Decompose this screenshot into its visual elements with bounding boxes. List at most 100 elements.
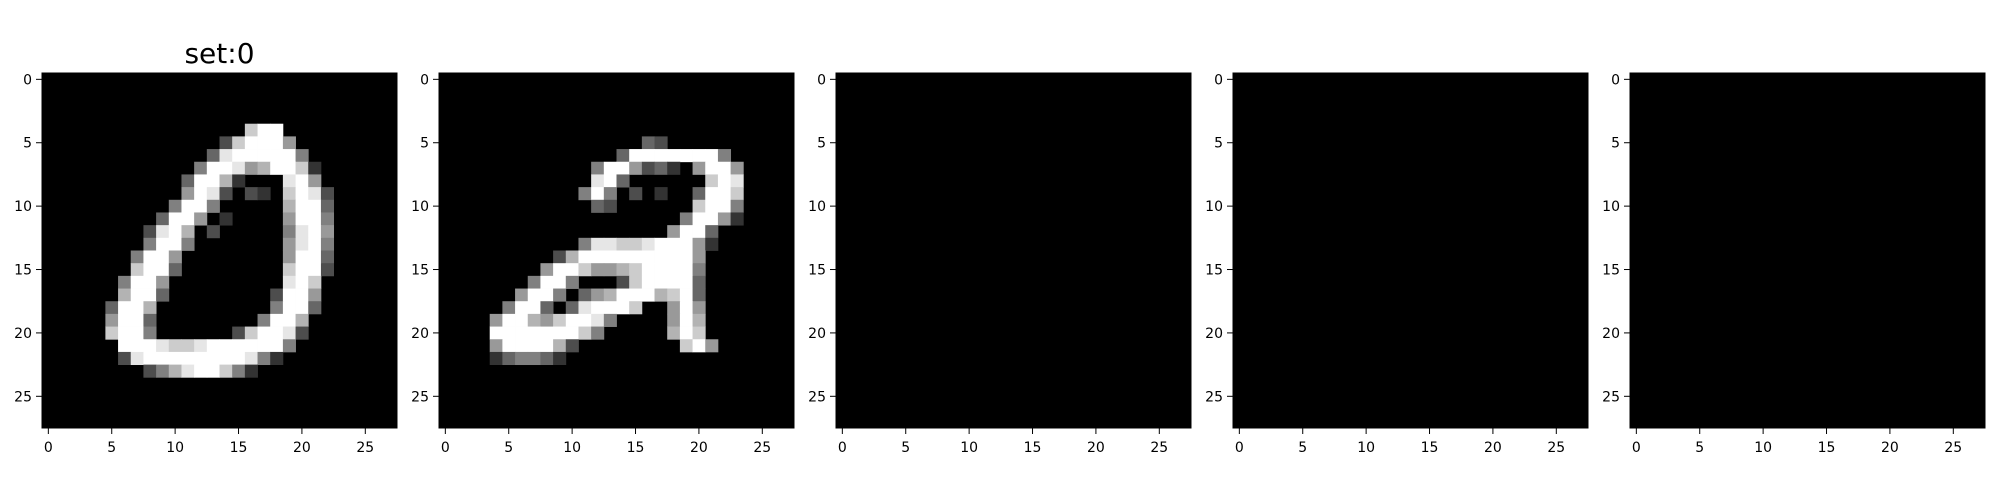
- pixel: [118, 275, 132, 289]
- pixel: [308, 212, 322, 226]
- pixel: [194, 161, 208, 175]
- pixel: [679, 225, 693, 239]
- pixel: [540, 339, 554, 353]
- pixel: [130, 250, 144, 264]
- pixel: [591, 199, 605, 213]
- pixel: [295, 187, 309, 201]
- pixel: [282, 136, 296, 150]
- pixel: [705, 199, 719, 213]
- pixel: [219, 149, 233, 163]
- pixel: [654, 187, 668, 201]
- pixel: [540, 288, 554, 302]
- pixel: [194, 174, 208, 188]
- pixel: [692, 199, 706, 213]
- x-tick-label: 20: [293, 440, 311, 456]
- pixel: [603, 174, 617, 188]
- pixel: [591, 174, 605, 188]
- pixel: [156, 212, 170, 226]
- pixel: [244, 149, 258, 163]
- pixel: [320, 187, 335, 201]
- pixel: [232, 351, 246, 366]
- x-tick-label: 20: [1087, 440, 1105, 456]
- pixel: [629, 237, 643, 251]
- pixel: [270, 339, 284, 353]
- pixel: [679, 275, 693, 289]
- x-tick-label: 10: [960, 440, 978, 456]
- pixel: [692, 161, 706, 175]
- pixel: [244, 326, 258, 340]
- pixel: [717, 149, 732, 163]
- pixel: [667, 326, 681, 340]
- pixel: [295, 161, 309, 175]
- x-tick-label: 0: [1235, 440, 1244, 456]
- pixel: [257, 326, 271, 340]
- x-tick-label: 15: [1024, 440, 1042, 456]
- pixel: [616, 288, 630, 302]
- pixel: [270, 149, 284, 163]
- pixel: [730, 174, 744, 188]
- pixel: [705, 212, 719, 226]
- y-tick-label: 15: [14, 263, 32, 279]
- pixel: [667, 149, 681, 163]
- y-tick-label: 5: [817, 136, 826, 152]
- pixel: [219, 161, 233, 175]
- pixel: [565, 339, 579, 353]
- pixel: [194, 187, 208, 201]
- pixel: [667, 250, 681, 264]
- pixel: [257, 313, 271, 327]
- pixel: [515, 301, 529, 315]
- pixel: [244, 351, 258, 366]
- pixel: [244, 123, 258, 137]
- pixel: [282, 263, 296, 277]
- pixel: [143, 250, 157, 264]
- pixel: [692, 187, 706, 201]
- y-tick-label: 0: [1611, 72, 1620, 88]
- pixel: [553, 288, 567, 302]
- y-tick-label: 10: [808, 199, 826, 215]
- pixel: [692, 263, 706, 277]
- pixel: [565, 250, 579, 264]
- pixel: [692, 250, 706, 264]
- pixel: [641, 237, 655, 251]
- pixel: [282, 225, 296, 239]
- pixel: [591, 187, 605, 201]
- pixel: [320, 225, 335, 239]
- x-tick-label: 15: [1818, 440, 1836, 456]
- pixel: [654, 275, 668, 289]
- y-tick-label: 0: [420, 72, 429, 88]
- pixel: [156, 237, 170, 251]
- pixel: [515, 326, 529, 340]
- x-tick-label: 5: [504, 440, 513, 456]
- pixel: [270, 161, 284, 175]
- pixel: [667, 237, 681, 251]
- pixel: [308, 237, 322, 251]
- pixel: [168, 339, 182, 353]
- pixel: [257, 339, 271, 353]
- pixel: [565, 263, 579, 277]
- pixel: [270, 123, 284, 137]
- pixel: [282, 326, 296, 340]
- pixel: [591, 326, 605, 340]
- image-panel-1: set:0 0 5 10 15 20 25 0 5 10 15 20 25: [14, 37, 398, 456]
- y-tick-label: 10: [14, 199, 32, 215]
- pixel: [540, 263, 554, 277]
- pixel: [295, 199, 309, 213]
- pixel: [232, 136, 246, 150]
- pixel: [578, 237, 592, 251]
- pixel: [489, 351, 503, 366]
- pixel: [540, 275, 554, 289]
- pixel: [257, 136, 271, 150]
- pixel: [578, 288, 592, 302]
- pixel: [679, 288, 693, 302]
- pixel: [308, 250, 322, 264]
- pixel: [667, 275, 681, 289]
- pixel: [168, 351, 182, 366]
- image-panel-5: 0 5 10 15 20 25 0 5 10 15 20 25: [1602, 72, 1986, 456]
- pixel: [629, 263, 643, 277]
- pixel: [515, 313, 529, 327]
- pixel: [679, 263, 693, 277]
- pixel: [270, 351, 284, 366]
- pixel: [489, 326, 503, 340]
- x-tick-label: 25: [753, 440, 771, 456]
- pixel: [282, 301, 296, 315]
